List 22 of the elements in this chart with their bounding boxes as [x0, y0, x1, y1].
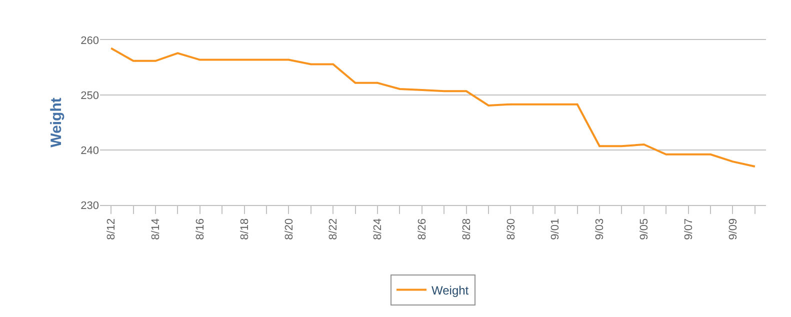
x-tick-label: 8/20: [283, 218, 296, 240]
x-tick-label: 8/28: [460, 218, 473, 240]
x-tick-label: 8/30: [505, 218, 518, 240]
x-tick-label: 8/22: [328, 218, 340, 240]
y-tick-label: 250: [80, 90, 99, 102]
x-tick-label: 9/09: [727, 218, 740, 240]
x-tick-label: 8/18: [238, 218, 251, 240]
x-tick-label: 9/05: [638, 218, 650, 240]
x-tick-label: 8/24: [372, 218, 384, 240]
x-tick-label: 9/07: [682, 218, 695, 240]
x-tick-label: 9/01: [550, 218, 562, 240]
y-tick-label: 230: [80, 200, 99, 212]
y-tick-label: 260: [80, 34, 99, 47]
x-tick-label: 8/14: [150, 218, 162, 240]
x-tick-label: 8/12: [106, 218, 118, 240]
x-tick-label: 8/16: [194, 218, 206, 240]
legend-label: Weight: [432, 283, 470, 298]
line-series: [110, 47, 756, 168]
x-tick-label: 8/26: [416, 218, 428, 240]
x-tick-label: 9/03: [594, 218, 606, 240]
y-axis-title: Weight: [48, 98, 65, 148]
y-tick-label: 240: [80, 144, 99, 157]
